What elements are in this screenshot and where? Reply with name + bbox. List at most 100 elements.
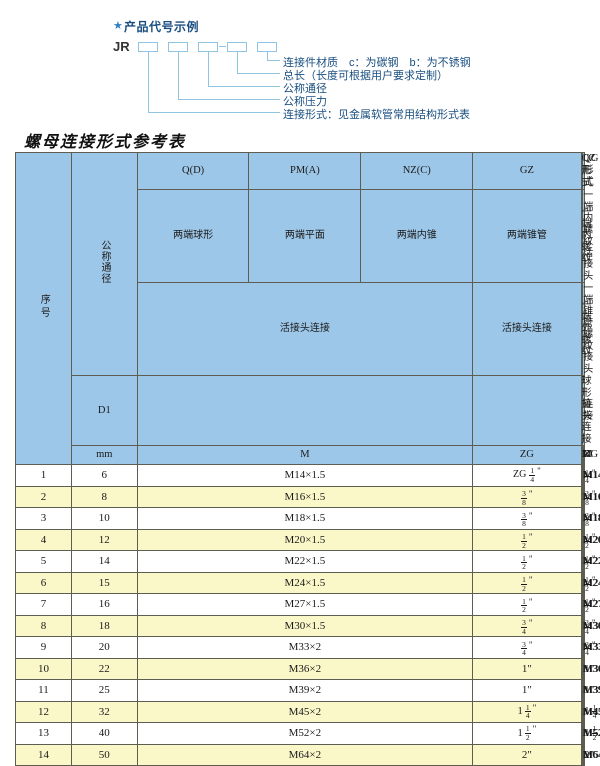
header-nominal-diameter: 公称通径	[70, 151, 138, 377]
note-material: 连接件材质 c：为碳钢 b：为不锈钢	[283, 57, 471, 69]
header-gz-desc2: 活接头连接	[472, 282, 582, 377]
cell-nominal-diameter: 50	[70, 743, 138, 766]
cell-nominal-diameter: 8	[70, 485, 138, 509]
cell-thread-m: M39×2	[136, 679, 474, 702]
leader-line-conntype-v	[148, 52, 149, 112]
cell-index: 4	[15, 528, 72, 552]
code-slot-nominal-diameter	[198, 42, 218, 52]
header-row-code: 序号 公称通径 Q(D) PM(A) NZ(C) GZ QZ形式 QG形式	[15, 151, 599, 466]
leader-line-material-v	[267, 52, 268, 60]
leader-line-length-v	[237, 52, 238, 73]
cell-qg-zg: 3 8 "	[583, 485, 596, 509]
cell-gz-zg: 1 2 "	[472, 550, 582, 573]
cell-nominal-diameter: 20	[70, 636, 138, 659]
header-group-thread: M	[136, 445, 474, 466]
header-row-desc3: D1 球形接头连接 连接	[16, 375, 593, 447]
cell-nominal-diameter: 16	[70, 593, 138, 616]
cell-gz-zg: 2"	[472, 743, 582, 766]
cell-index: 13	[15, 722, 72, 745]
cell-gz-zg: 1"	[472, 657, 582, 681]
leader-line-diameter-v	[208, 52, 209, 86]
header-index: 序号	[15, 151, 72, 466]
cell-qg-zg: 114"	[583, 700, 600, 724]
cell-thread-m: M22×1.5	[136, 550, 474, 573]
cell-gz-zg: 3 8 "	[472, 507, 582, 530]
cell-thread-m: M14×1.5	[136, 464, 474, 487]
note-nominal-pressure: 公称压力	[283, 96, 327, 108]
header-group-nzc-desc: 两端内锥	[360, 189, 474, 284]
header-gz-thread: ZG	[472, 445, 582, 466]
code-slot-nominal-pressure	[168, 42, 188, 52]
cell-thread-m: M33×2	[136, 636, 474, 659]
cell-gz-zg: 3 4 "	[472, 636, 582, 659]
header-qg-desc1: 一端内螺纹活接头	[582, 189, 594, 284]
cell-index: 12	[15, 700, 72, 724]
cell-index: 6	[15, 571, 72, 595]
cell-qg-zg: 3 4 "	[583, 614, 596, 638]
cell-thread-m: M27×1.5	[136, 593, 474, 616]
cell-gz-zg: ZG 1 4 "	[472, 464, 582, 487]
cell-index: 14	[15, 743, 72, 766]
header-qg-desc2: 一端锥管螺纹接头	[582, 282, 594, 377]
header-gz-desc1: 两端锥管	[472, 189, 582, 284]
cell-index: 2	[15, 485, 72, 509]
cell-index: 10	[15, 657, 72, 681]
cell-qg-zg: 1"	[583, 657, 595, 681]
note-connection-type: 连接形式：见金属软管常用结构形式表	[283, 109, 470, 121]
cell-qg-zg: 1 4 "	[583, 464, 596, 487]
product-code-diagram: ★ 产品代号示例 JR 连接件材质 c：为碳钢 b：为不锈钢 总长（长度可根据用…	[0, 0, 600, 128]
cell-index: 11	[15, 679, 72, 702]
header-group-blank	[136, 375, 474, 447]
header-row-units: mm M ZG M D M ZG	[16, 445, 598, 466]
cell-thread-m: M45×2	[136, 700, 474, 724]
cell-nominal-diameter: 25	[70, 679, 138, 702]
cell-nominal-diameter: 40	[70, 722, 138, 745]
cell-nominal-diameter: 32	[70, 700, 138, 724]
cell-gz-zg: 1"	[472, 679, 582, 702]
cell-thread-m: M30×1.5	[136, 614, 474, 638]
header-group-qg-code: QG形式	[582, 151, 599, 191]
cell-qg-zg: 1 2 "	[583, 528, 596, 552]
nut-connection-spec-table: 序号 公称通径 Q(D) PM(A) NZ(C) GZ QZ形式 QG形式 两端…	[15, 151, 600, 766]
header-group-pma-desc: 两端平面	[248, 189, 362, 284]
star-icon: ★	[113, 20, 123, 32]
cell-thread-m: M18×1.5	[136, 507, 474, 530]
cell-thread-m: M24×1.5	[136, 571, 474, 595]
code-slot-total-length	[227, 42, 247, 52]
cell-index: 3	[15, 507, 72, 530]
cell-nominal-diameter: 15	[70, 571, 138, 595]
cell-qg-zg: 1"	[583, 679, 595, 702]
cell-qg-zg: 112"	[583, 722, 600, 745]
cell-thread-m: M64×2	[136, 743, 474, 766]
cell-nominal-diameter: 18	[70, 614, 138, 638]
leader-line-pressure-v	[178, 52, 179, 99]
cell-nominal-diameter: 12	[70, 528, 138, 552]
cell-index: 9	[15, 636, 72, 659]
cell-nominal-diameter: 22	[70, 657, 138, 681]
header-gz-desc3	[472, 375, 582, 447]
cell-nominal-diameter: 10	[70, 507, 138, 530]
header-group-pma-code: PM(A)	[248, 151, 362, 191]
leader-line-material-h	[267, 60, 280, 61]
cell-thread-m: M52×2	[136, 722, 474, 745]
leader-line-diameter-h	[208, 86, 280, 87]
cell-gz-zg: 3 4 "	[472, 614, 582, 638]
header-group-gz-code: GZ	[472, 151, 582, 191]
leader-line-conntype-h	[148, 112, 280, 113]
cell-qg-zg: 1 2 "	[583, 593, 596, 616]
cell-thread-m: M20×1.5	[136, 528, 474, 552]
cell-gz-zg: 1 2 "	[472, 593, 582, 616]
cell-gz-zg: 1 1 4 "	[472, 700, 582, 724]
header-dn-sub: D1	[70, 375, 138, 447]
note-nominal-diameter: 公称通径	[283, 83, 327, 95]
